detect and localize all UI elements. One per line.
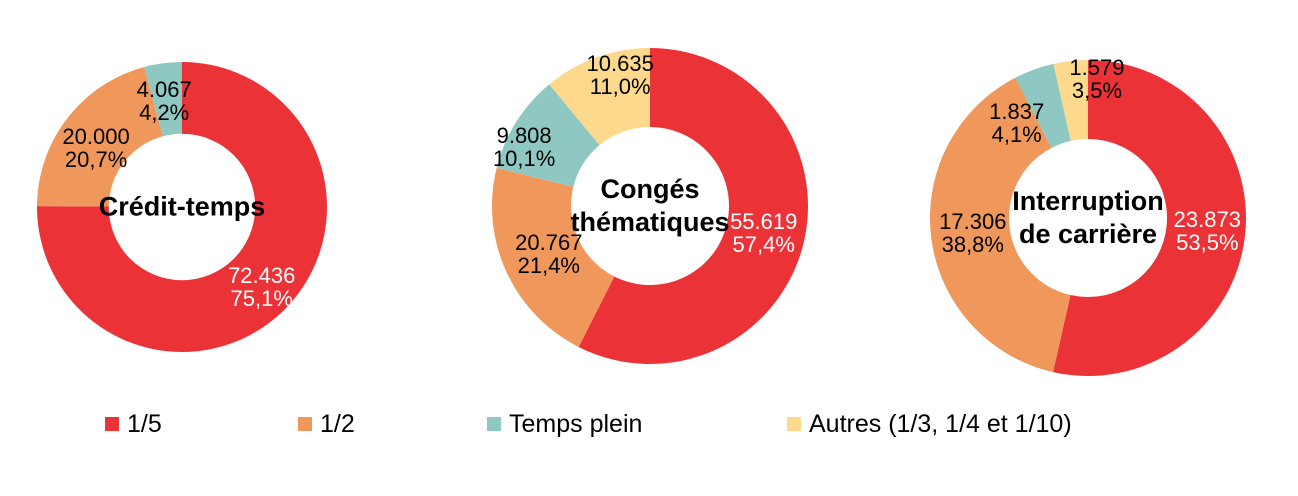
slice-label-red: 23.873 53,5%: [1173, 207, 1241, 256]
legend-label: 1/5: [127, 409, 162, 438]
chart-title: Crédit-temps: [98, 191, 266, 222]
pie-slice-teal: [496, 84, 600, 187]
pie-slice-red: [578, 48, 808, 364]
slice-label-yellow: 10.635 11,0%: [586, 51, 654, 100]
donut-chart-interruption-carriere: Interruption de carrière 23.873 53,5% 17.306…: [930, 56, 1246, 376]
legend-item-1-2: 1/2: [298, 410, 355, 438]
slice-label-orange: 20.000 20,7%: [62, 123, 130, 172]
legend-label: Temps plein: [509, 409, 643, 438]
pie-slice-orange: [930, 77, 1071, 373]
pie-slice-teal: [144, 62, 182, 137]
pie-slice-orange: [37, 67, 163, 207]
chart-title: Interruption de carrière: [1012, 186, 1164, 249]
pie-slice-red: [37, 62, 327, 352]
legend-label: Autres (1/3, 1/4 et 1/10): [809, 409, 1072, 438]
slice-label-orange: 17.306 38,8%: [939, 208, 1007, 257]
donut-chart-conges-thematiques: Congés thématiques 55.619 57,4% 20.767 21,4% 9…: [492, 48, 808, 364]
slice-label-yellow: 1.579 3,5%: [1069, 55, 1125, 104]
slice-label-teal: 4.067 4,2%: [136, 77, 192, 126]
donut-svg: [930, 60, 1246, 376]
slice-label-teal: 9.808 10,1%: [492, 122, 556, 171]
slice-label-red: 72.436 75,1%: [228, 263, 296, 312]
legend-item-autres: Autres (1/3, 1/4 et 1/10): [787, 410, 1072, 438]
legend: 1/5 1/2 Temps plein Autres (1/3, 1/4 et …: [0, 410, 1298, 442]
donut-svg: [492, 48, 808, 364]
legend-swatch-orange: [298, 417, 312, 431]
chart-title: Congés thématiques: [570, 174, 730, 237]
pie-slice-teal: [1015, 63, 1071, 148]
legend-swatch-yellow: [787, 417, 801, 431]
donut-chart-credit-temps: Crédit-temps 72.436 75,1% 20.000 20,7% 4.067 4…: [37, 62, 327, 352]
legend-item-1-5: 1/5: [105, 410, 162, 438]
pie-slice-orange: [492, 167, 615, 347]
pie-slice-yellow: [1053, 60, 1088, 141]
legend-label: 1/2: [320, 409, 355, 438]
legend-swatch-red: [105, 417, 119, 431]
slice-label-orange: 20.767 21,4%: [515, 230, 583, 279]
legend-item-temps-plein: Temps plein: [487, 410, 642, 438]
donut-svg: [37, 62, 327, 352]
slice-label-teal: 1.837 4,1%: [989, 99, 1045, 148]
pie-slice-yellow: [549, 48, 650, 146]
slice-label-red: 55.619 57,4%: [730, 209, 798, 258]
legend-swatch-teal: [487, 417, 501, 431]
pie-slice-red: [1053, 60, 1246, 376]
